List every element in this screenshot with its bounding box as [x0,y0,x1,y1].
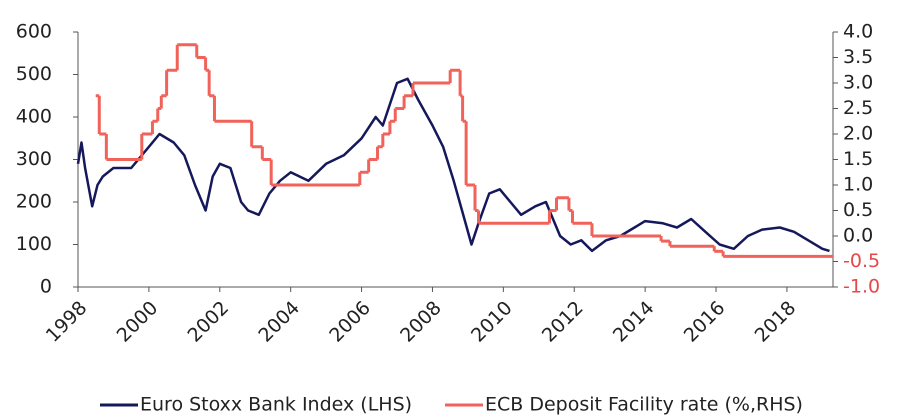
y-tick-label: 200 [16,191,52,213]
y2-tick-label: 2.5 [843,97,873,119]
x-tick-label: 2014 [609,297,659,347]
y2-tick-label: 1.5 [843,148,873,170]
y2-tick-label: 3.5 [843,46,873,68]
y2-tick-label: 0.5 [843,199,873,221]
series-line [76,77,830,253]
y-tick-label: 300 [16,148,52,170]
x-tick-label: 2006 [325,297,375,347]
x-tick-label: 2002 [183,297,233,347]
x-tick-label: 2000 [113,297,163,347]
x-tick-label: 2018 [751,297,801,347]
y2-tick-label: 4.0 [843,21,873,43]
legend-label: Euro Stoxx Bank Index (LHS) [140,394,412,416]
y2-tick-label: -0.5 [843,250,880,272]
y2-tick-label: 3.0 [843,72,873,94]
y2-tick-label: 1.0 [843,174,873,196]
y2-tick-label: -1.0 [843,276,880,298]
y-tick-label: 0 [40,276,52,298]
y-tick-label: 100 [16,233,52,255]
y-tick-label: 600 [16,21,52,43]
x-tick-label: 2016 [680,297,730,347]
x-tick-label: 1998 [42,297,92,347]
y-tick-label: 400 [16,106,52,128]
y-tick-label: 500 [16,63,52,85]
x-tick-label: 2008 [396,297,446,347]
y2-tick-label: 2.0 [843,123,873,145]
x-tick-label: 2010 [467,297,517,347]
y2-tick-label: 0.0 [843,225,873,247]
x-tick-label: 2012 [538,297,588,347]
legend-label: ECB Deposit Facility rate (%,RHS) [485,394,803,416]
x-tick-label: 2004 [254,297,304,347]
